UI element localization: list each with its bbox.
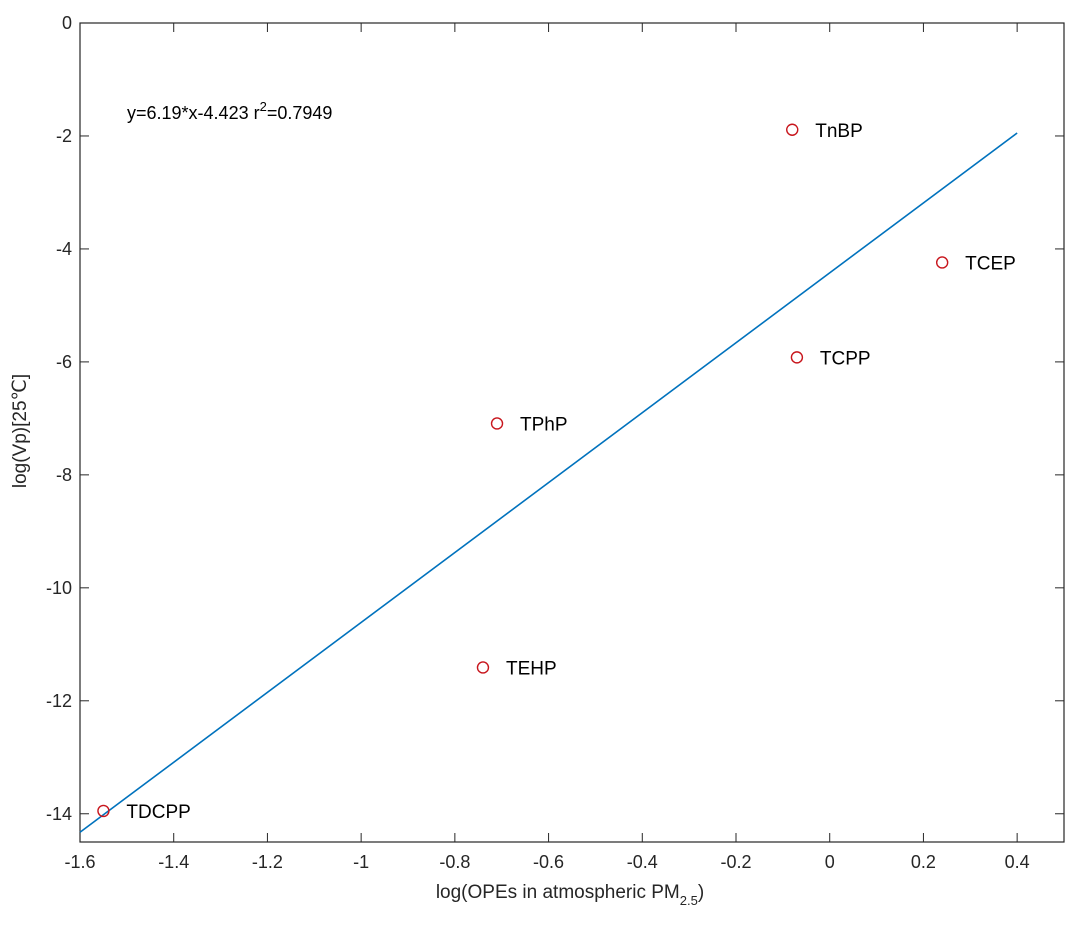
- data-point-tcep: [935, 256, 949, 269]
- point-labels: TnBP TCEP TCPP TPhP TEHP TDCPP: [126, 121, 1015, 823]
- y-tick-label: -14: [46, 804, 72, 824]
- y-tick-label: 0: [62, 13, 72, 33]
- x-tick-labels: -1.6 -1.4 -1.2 -1 -0.8 -0.6 -0.4 -0.2 0 0.2 0.4: [64, 852, 1029, 872]
- y-tick-label: -8: [56, 465, 72, 485]
- data-point-tphp: [490, 417, 504, 430]
- x-tick-label: -1.2: [252, 852, 283, 872]
- x-tick-label: -0.4: [627, 852, 658, 872]
- x-tick-label: -0.8: [439, 852, 470, 872]
- point-label-tnbp: TnBP: [815, 121, 863, 142]
- point-label-tcpp: TCPP: [820, 348, 871, 369]
- data-points: [97, 123, 949, 818]
- data-point-tcpp: [790, 351, 804, 364]
- regression-line: [79, 132, 1018, 833]
- x-tick-label: -1.4: [158, 852, 189, 872]
- data-point-tnbp: [786, 123, 799, 136]
- y-axis-label: log(Vp)[25℃]: [10, 374, 31, 488]
- x-axis-label: log(OPEs in atmospheric PM2.5): [436, 882, 704, 908]
- y-tick-label: -10: [46, 578, 72, 598]
- x-tick-label: 0.2: [911, 852, 936, 872]
- x-tick-label: -0.6: [533, 852, 564, 872]
- x-tick-label: -1: [353, 852, 369, 872]
- regression-equation: y=6.19*x-4.423 r2=0.7949: [127, 99, 332, 123]
- x-tick-label: -0.2: [720, 852, 751, 872]
- point-label-tcep: TCEP: [965, 253, 1016, 274]
- plot-area: [79, 22, 1065, 843]
- y-tick-label: -2: [56, 126, 72, 146]
- x-tick-label: -1.6: [64, 852, 95, 872]
- data-point-tehp: [476, 661, 490, 674]
- y-tick-label: -12: [46, 691, 72, 711]
- axis-ticks: [79, 22, 1064, 842]
- point-label-tehp: TEHP: [506, 658, 557, 679]
- y-tick-label: -4: [56, 239, 72, 259]
- x-tick-label: 0: [825, 852, 835, 872]
- data-point-tdcpp: [97, 804, 110, 818]
- x-tick-label: 0.4: [1005, 852, 1030, 872]
- y-tick-label: -6: [56, 352, 72, 372]
- point-label-tphp: TPhP: [520, 414, 568, 435]
- point-label-tdcpp: TDCPP: [126, 802, 190, 823]
- y-tick-labels: 0 -2 -4 -6 -8 -10 -12 -14: [46, 13, 72, 824]
